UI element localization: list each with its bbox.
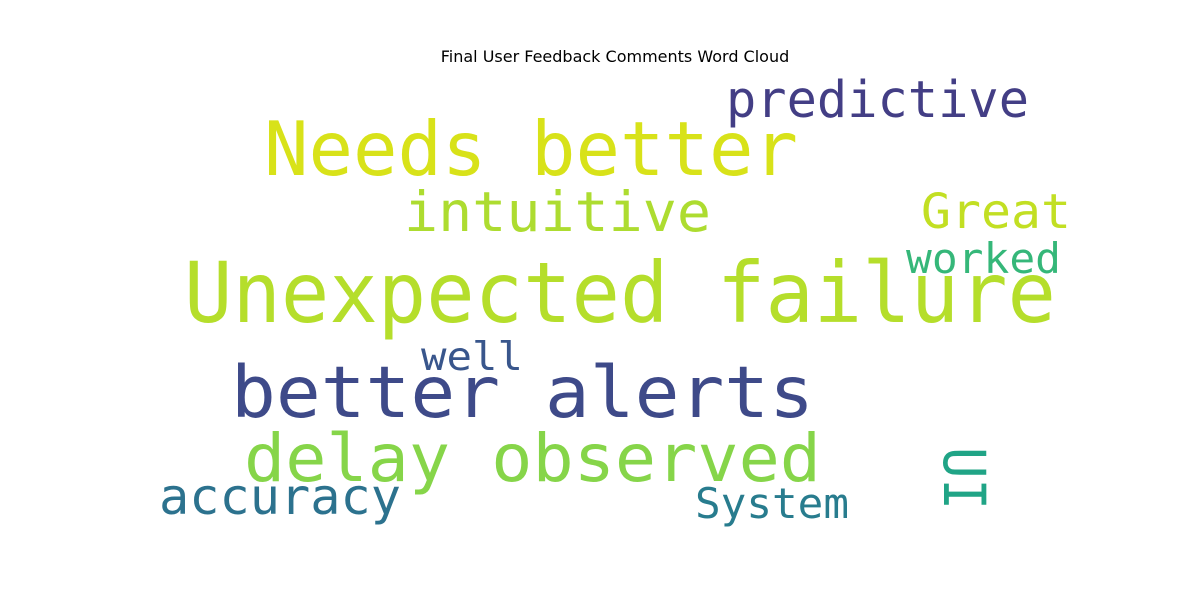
word-great: Great bbox=[921, 184, 1071, 240]
word-system: System bbox=[695, 479, 849, 528]
word-delay-observed: delay observed bbox=[244, 420, 821, 497]
word-better-alerts: better alerts bbox=[231, 351, 814, 434]
word-worked: worked bbox=[906, 234, 1061, 283]
word-accuracy: accuracy bbox=[159, 468, 401, 526]
word-well: well bbox=[421, 335, 523, 380]
figure-title: Final User Feedback Comments Word Cloud bbox=[440, 47, 790, 66]
word-unexpected-failure: Unexpected failure bbox=[184, 244, 1056, 342]
word-needs-better: Needs better bbox=[264, 105, 798, 193]
word-intuitive: intuitive bbox=[404, 180, 711, 244]
word-predictive: predictive bbox=[726, 71, 1029, 130]
word-ui: UI bbox=[930, 447, 998, 510]
